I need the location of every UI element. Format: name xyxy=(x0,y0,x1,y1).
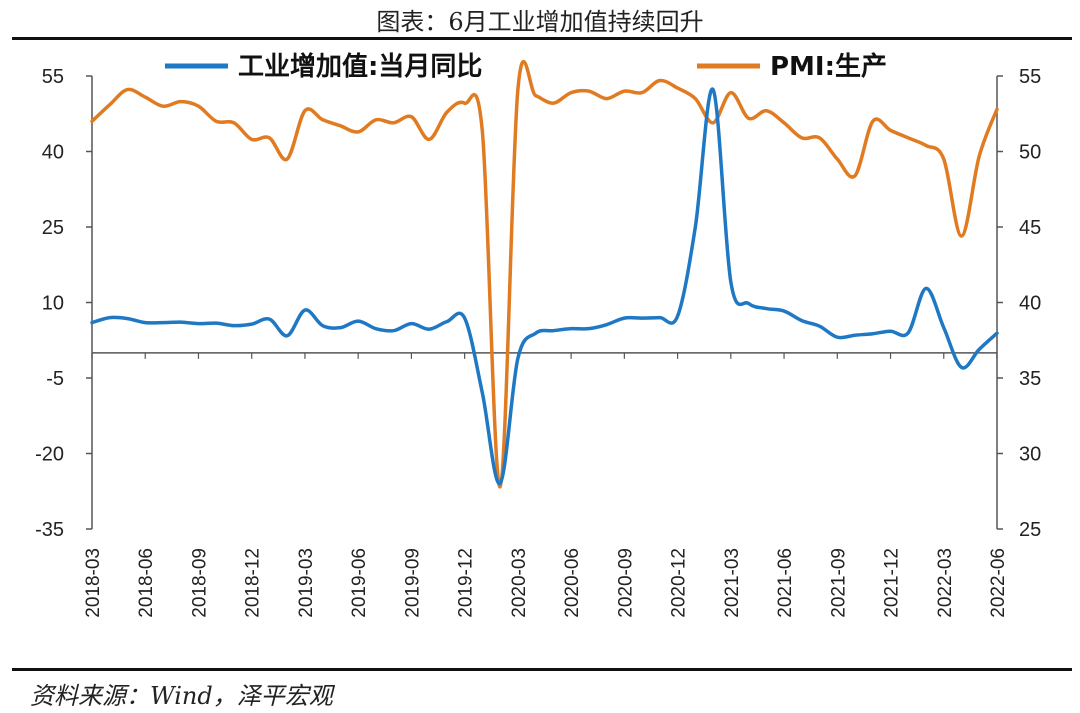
y-left-tick-label: -5 xyxy=(46,368,64,390)
x-tick-label: 2018-06 xyxy=(136,548,157,618)
x-tick-label: 2022-03 xyxy=(935,548,956,618)
y-left-tick-label: -20 xyxy=(35,444,64,466)
x-tick-label: 2020-03 xyxy=(509,548,530,618)
y-right-tick-label: 30 xyxy=(1019,444,1041,466)
x-tick-label: 2021-06 xyxy=(775,548,796,618)
series-line-pmi-production xyxy=(90,59,999,489)
y-left-tick-label: 40 xyxy=(42,142,64,164)
y-left-tick-label: 10 xyxy=(42,293,64,315)
y-right-tick-label: 45 xyxy=(1019,217,1041,239)
x-tick-label: 2020-12 xyxy=(669,548,690,618)
x-tick-label: 2021-03 xyxy=(722,548,743,618)
y-right-tick-label: 40 xyxy=(1019,293,1041,315)
y-right-tick-label: 50 xyxy=(1019,142,1041,164)
x-tick-label: 2019-03 xyxy=(296,548,317,618)
x-tick-label: 2022-06 xyxy=(988,548,1009,618)
series-lines xyxy=(90,59,999,489)
x-tick-label: 2021-12 xyxy=(882,548,903,618)
x-tick-label: 2018-03 xyxy=(83,548,104,618)
x-tick-label: 2019-12 xyxy=(456,548,477,618)
y-right-tick-label: 35 xyxy=(1019,368,1041,390)
x-tick-label: 2018-12 xyxy=(243,548,264,618)
x-tick-label: 2018-09 xyxy=(189,548,210,618)
x-tick-label: 2020-06 xyxy=(562,548,583,618)
y-left-tick-label: 55 xyxy=(42,66,64,88)
x-tick-label: 2019-06 xyxy=(349,548,370,618)
legend-label-series2: PMI:生产 xyxy=(770,52,887,82)
top-rule xyxy=(12,37,1072,40)
y-left-tick-label: -35 xyxy=(35,519,64,541)
axes: -35 -20 -5 10 25 40 55 25 30 35 40 45 50 55 2018-03 201… xyxy=(35,66,1041,618)
x-tick-label: 2020-09 xyxy=(615,548,636,618)
x-tick-label: 2019-09 xyxy=(402,548,423,618)
y-left-tick-label: 25 xyxy=(42,217,64,239)
legend-label-series1: 工业增加值:当月同比 xyxy=(238,51,482,82)
bottom-rule xyxy=(12,668,1072,671)
y-right-tick-label: 25 xyxy=(1019,519,1041,541)
y-right-tick-label: 55 xyxy=(1019,66,1041,88)
line-chart: 工业增加值:当月同比 PMI:生产 -35 -20 -5 10 25 40 55 25 30 35… xyxy=(35,51,1041,618)
source-note: 资料来源：Wind，泽平宏观 xyxy=(30,682,333,710)
x-tick-label: 2021-09 xyxy=(828,548,849,618)
series-line-industrial-value-added xyxy=(90,87,999,485)
legend: 工业增加值:当月同比 PMI:生产 xyxy=(165,51,887,82)
chart-title: 图表：6月工业增加值持续回升 xyxy=(376,8,704,36)
